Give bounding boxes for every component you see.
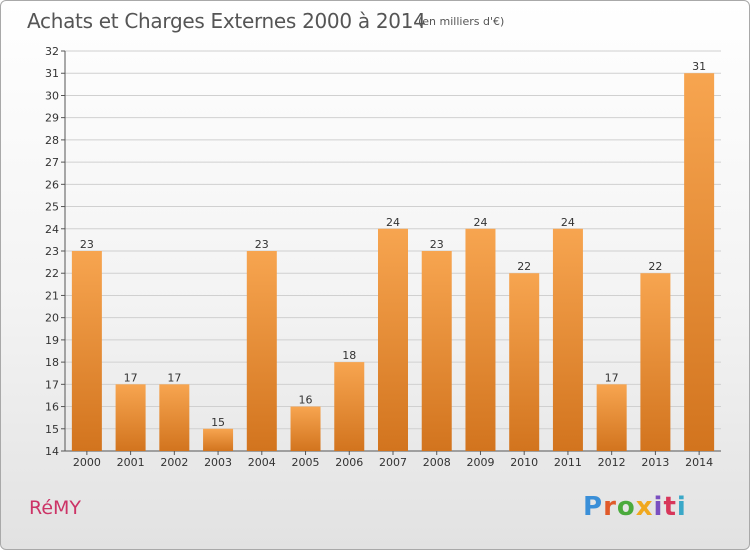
data-label: 22 <box>648 260 662 273</box>
x-tick-label: 2012 <box>598 456 626 469</box>
data-label: 24 <box>473 216 487 229</box>
x-tick-label: 2003 <box>204 456 232 469</box>
data-labels: 23 17 17 15 23 16 18 24 23 24 22 24 17 22 31 <box>80 60 706 429</box>
y-tick-label: 29 <box>45 112 59 125</box>
y-tick-label: 22 <box>45 267 59 280</box>
data-label: 15 <box>211 416 225 429</box>
y-tick-label: 14 <box>45 445 59 458</box>
y-tick-label: 31 <box>45 67 59 80</box>
data-label: 31 <box>692 60 706 73</box>
data-label: 22 <box>517 260 531 273</box>
x-tick-label: 2000 <box>73 456 101 469</box>
bar <box>115 384 146 451</box>
x-tick-label: 2006 <box>335 456 363 469</box>
bar <box>71 251 102 451</box>
bars <box>71 73 715 451</box>
y-tick-label: 20 <box>45 312 59 325</box>
x-tick-label: 2004 <box>248 456 276 469</box>
y-tick-label: 15 <box>45 423 59 436</box>
logo-letter: t <box>663 492 677 522</box>
bar <box>290 406 321 451</box>
x-tick-label: 2013 <box>641 456 669 469</box>
y-tick-label: 19 <box>45 334 59 347</box>
data-label: 24 <box>561 216 575 229</box>
x-tick-label: 2014 <box>685 456 713 469</box>
logo-letter: x <box>635 492 654 522</box>
data-label: 24 <box>386 216 400 229</box>
logo-letter: o <box>616 492 636 522</box>
data-label: 18 <box>342 349 356 362</box>
y-tick-label: 26 <box>45 178 59 191</box>
y-tick-label: 25 <box>45 201 59 214</box>
bar <box>246 251 277 451</box>
y-tick-label: 21 <box>45 289 59 302</box>
x-tick-label: 2002 <box>160 456 188 469</box>
place-name: RéMY <box>29 497 82 519</box>
data-label: 23 <box>80 238 94 251</box>
y-tick-label: 23 <box>45 245 59 258</box>
x-tick-label: 2009 <box>466 456 494 469</box>
x-tick-label: 2011 <box>554 456 582 469</box>
logo-letter: r <box>603 492 617 522</box>
y-tick-label: 24 <box>45 223 59 236</box>
y-tick-label: 17 <box>45 378 59 391</box>
logo-letter: P <box>583 492 604 522</box>
bar <box>465 228 496 451</box>
bar <box>509 273 540 451</box>
data-label: 23 <box>255 238 269 251</box>
y-tick-label: 30 <box>45 89 59 102</box>
data-label: 16 <box>299 394 313 407</box>
bar <box>378 228 408 451</box>
x-tick-label: 2005 <box>292 456 320 469</box>
logo-letter: i <box>653 492 664 522</box>
logo-letter: i <box>676 492 687 522</box>
y-tick-label: 18 <box>45 356 59 369</box>
y-tick-label: 32 <box>45 45 59 58</box>
y-tick-label: 27 <box>45 156 59 169</box>
bar <box>334 362 365 451</box>
data-label: 17 <box>124 371 138 384</box>
bar <box>421 251 452 451</box>
y-tick-label: 28 <box>45 134 59 147</box>
proxiti-logo: Proxiti <box>583 492 687 522</box>
bar <box>684 73 715 451</box>
y-tick-label: 16 <box>45 401 59 414</box>
x-tick-label: 2001 <box>117 456 145 469</box>
bar <box>596 384 627 451</box>
data-label: 17 <box>605 371 619 384</box>
x-tick-label: 2007 <box>379 456 407 469</box>
bar <box>552 228 583 451</box>
axes: 14 15 16 17 18 19 20 21 22 23 24 25 26 27 28 29 30 31 32 20… <box>45 45 721 469</box>
x-tick-label: 2010 <box>510 456 538 469</box>
bar <box>640 273 671 451</box>
bar <box>159 384 190 451</box>
data-label: 17 <box>167 371 181 384</box>
x-tick-label: 2008 <box>423 456 451 469</box>
bar <box>203 428 234 451</box>
chart-title: Achats et Charges Externes 2000 à 2014 <box>27 9 426 33</box>
chart-subtitle: (en milliers d'€) <box>418 15 505 28</box>
data-label: 23 <box>430 238 444 251</box>
